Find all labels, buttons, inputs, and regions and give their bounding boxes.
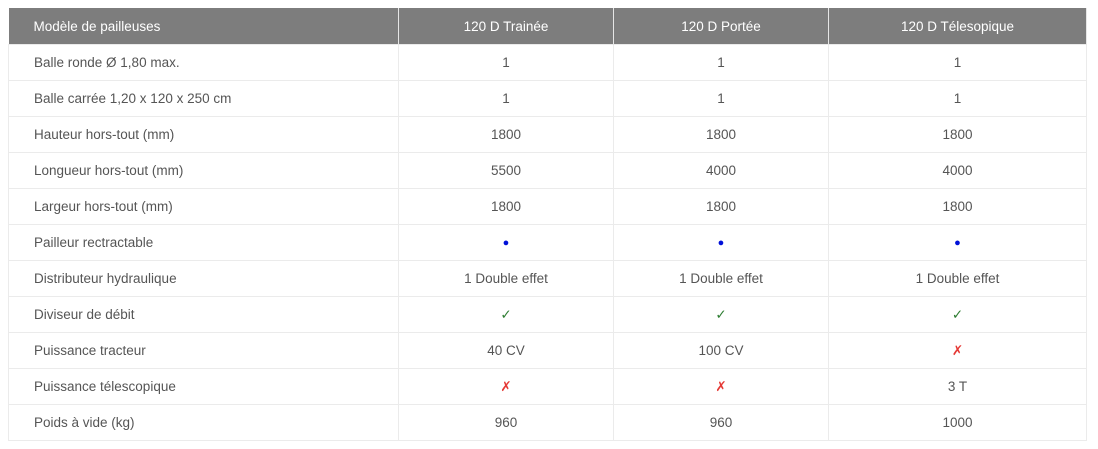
dot-icon: ● xyxy=(398,224,614,261)
cell-value: 1 xyxy=(613,44,829,81)
row-label: Balle carrée 1,20 x 120 x 250 cm xyxy=(8,80,399,117)
table-row: Pailleur rectractable ● ● ● xyxy=(8,224,1087,261)
check-icon: ✓ xyxy=(613,296,829,333)
cell-value: 1800 xyxy=(828,116,1087,153)
cell-value: 1800 xyxy=(398,116,614,153)
cell-value: 1800 xyxy=(613,116,829,153)
table-row: Poids à vide (kg) 960 960 1000 xyxy=(8,404,1087,441)
header-model: Modèle de pailleuses xyxy=(8,8,399,45)
row-label: Balle ronde Ø 1,80 max. xyxy=(8,44,399,81)
row-label: Diviseur de débit xyxy=(8,296,399,333)
dot-icon: ● xyxy=(613,224,829,261)
row-label: Poids à vide (kg) xyxy=(8,404,399,441)
table-row: Balle carrée 1,20 x 120 x 250 cm 1 1 1 xyxy=(8,80,1087,117)
dot-icon: ● xyxy=(828,224,1087,261)
cell-value: 3 T xyxy=(828,368,1087,405)
table-row: Largeur hors-tout (mm) 1800 1800 1800 xyxy=(8,188,1087,225)
cell-value: 1 xyxy=(828,44,1087,81)
cell-value: 1 Double effet xyxy=(398,260,614,297)
cell-value: 1 xyxy=(613,80,829,117)
cell-value: 4000 xyxy=(613,152,829,189)
table-row: Diviseur de débit ✓ ✓ ✓ xyxy=(8,296,1087,333)
cell-value: 960 xyxy=(398,404,614,441)
row-label: Distributeur hydraulique xyxy=(8,260,399,297)
row-label: Puissance tracteur xyxy=(8,332,399,369)
check-icon: ✓ xyxy=(828,296,1087,333)
cell-value: 1 xyxy=(398,44,614,81)
row-label: Largeur hors-tout (mm) xyxy=(8,188,399,225)
cell-value: 1800 xyxy=(398,188,614,225)
cross-icon: ✗ xyxy=(828,332,1087,369)
cell-value: 1800 xyxy=(828,188,1087,225)
table-row: Hauteur hors-tout (mm) 1800 1800 1800 xyxy=(8,116,1087,153)
check-icon: ✓ xyxy=(398,296,614,333)
cell-value: 960 xyxy=(613,404,829,441)
header-telescopique: 120 D Télesopique xyxy=(828,8,1087,45)
row-label: Pailleur rectractable xyxy=(8,224,399,261)
header-row: Modèle de pailleuses 120 D Trainée 120 D… xyxy=(8,8,1087,45)
row-label: Puissance télescopique xyxy=(8,368,399,405)
comparison-table: Modèle de pailleuses 120 D Trainée 120 D… xyxy=(8,8,1087,441)
cell-value: 1 Double effet xyxy=(828,260,1087,297)
row-label: Longueur hors-tout (mm) xyxy=(8,152,399,189)
header-portee: 120 D Portée xyxy=(613,8,829,45)
cell-value: 40 CV xyxy=(398,332,614,369)
header-trainee: 120 D Trainée xyxy=(398,8,614,45)
table-row: Balle ronde Ø 1,80 max. 1 1 1 xyxy=(8,44,1087,81)
cell-value: 1 Double effet xyxy=(613,260,829,297)
cell-value: 100 CV xyxy=(613,332,829,369)
table-row: Longueur hors-tout (mm) 5500 4000 4000 xyxy=(8,152,1087,189)
table-row: Puissance télescopique ✗ ✗ 3 T xyxy=(8,368,1087,405)
cross-icon: ✗ xyxy=(398,368,614,405)
cell-value: 1 xyxy=(828,80,1087,117)
cell-value: 1800 xyxy=(613,188,829,225)
cell-value: 4000 xyxy=(828,152,1087,189)
row-label: Hauteur hors-tout (mm) xyxy=(8,116,399,153)
cell-value: 1000 xyxy=(828,404,1087,441)
cell-value: 5500 xyxy=(398,152,614,189)
table-row: Puissance tracteur 40 CV 100 CV ✗ xyxy=(8,332,1087,369)
cross-icon: ✗ xyxy=(613,368,829,405)
table-row: Distributeur hydraulique 1 Double effet 1 … xyxy=(8,260,1087,297)
cell-value: 1 xyxy=(398,80,614,117)
